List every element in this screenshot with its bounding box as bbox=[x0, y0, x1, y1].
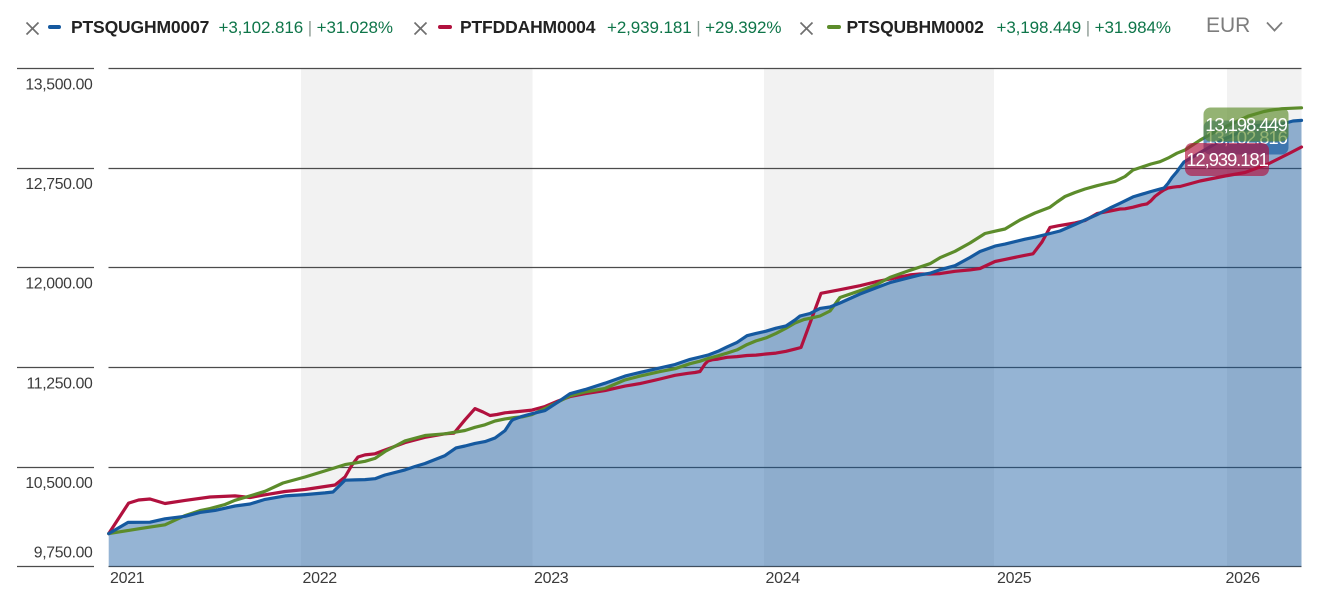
svg-text:12,939.181: 12,939.181 bbox=[1186, 149, 1268, 170]
svg-text:13,500.00: 13,500.00 bbox=[25, 77, 93, 94]
svg-text:2022: 2022 bbox=[303, 570, 338, 587]
svg-text:11,250.00: 11,250.00 bbox=[27, 376, 94, 393]
svg-text:2023: 2023 bbox=[534, 570, 569, 587]
svg-text:2025: 2025 bbox=[997, 570, 1032, 587]
svg-text:9,750.00: 9,750.00 bbox=[34, 545, 93, 562]
svg-text:12,750.00: 12,750.00 bbox=[25, 176, 93, 193]
svg-text:2026: 2026 bbox=[1226, 570, 1261, 587]
svg-text:10,500.00: 10,500.00 bbox=[25, 475, 93, 492]
svg-text:2024: 2024 bbox=[766, 570, 801, 587]
svg-text:2021: 2021 bbox=[110, 570, 145, 587]
svg-text:12,000.00: 12,000.00 bbox=[25, 276, 93, 293]
svg-text:13,198.449: 13,198.449 bbox=[1205, 114, 1287, 135]
